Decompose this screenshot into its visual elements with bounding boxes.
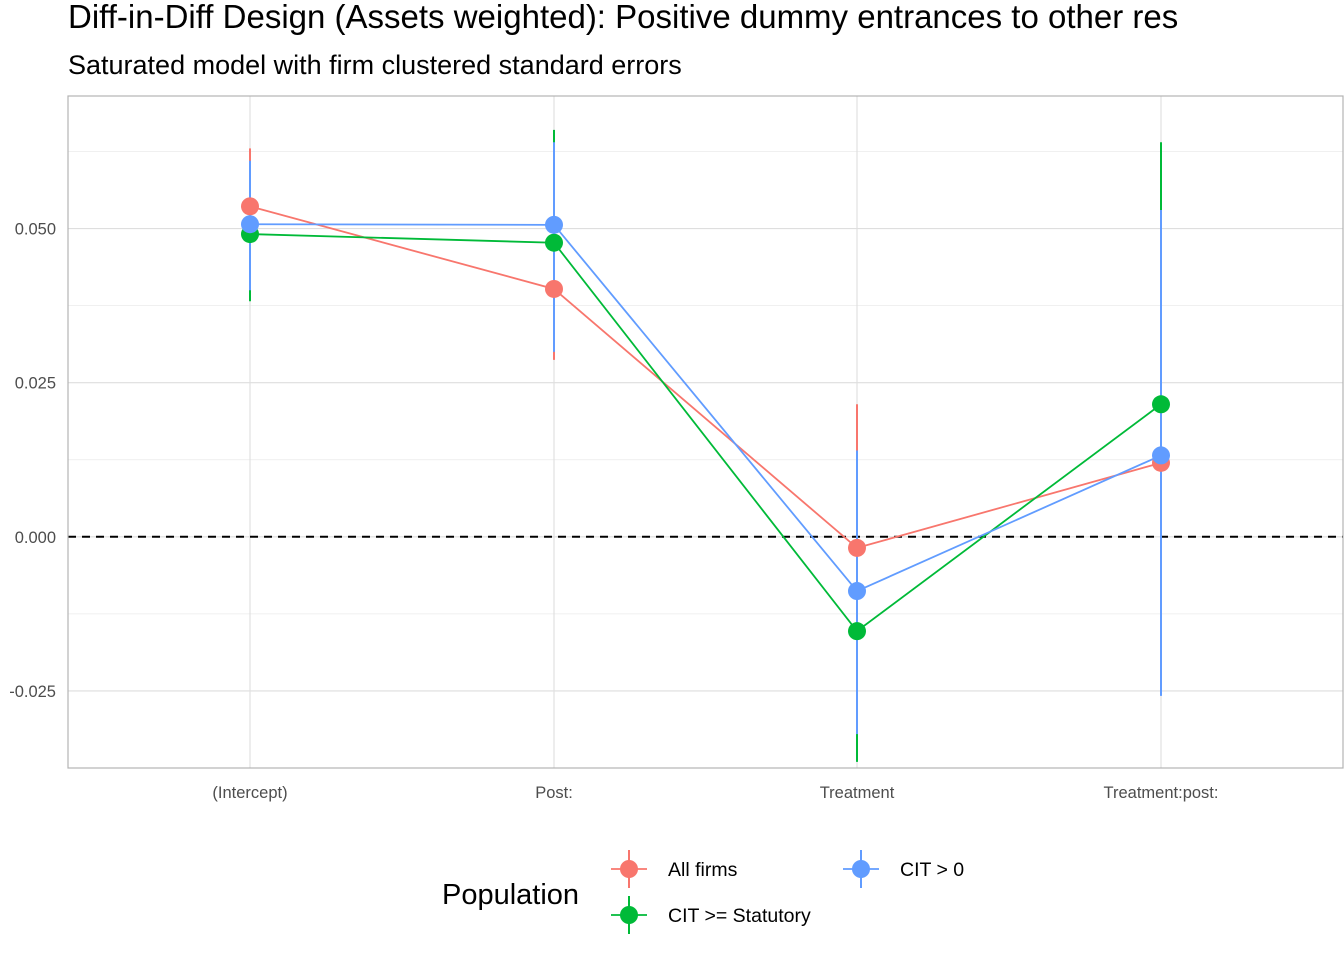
y-tick-label: 0.025 xyxy=(15,375,56,393)
y-axis: 0.050 0.025 0.000 -0.025 xyxy=(9,221,56,701)
legend-key-all-firms xyxy=(611,850,647,888)
y-tick-label: 0.000 xyxy=(15,529,56,547)
data-point-all-firms xyxy=(848,538,866,557)
data-point-cit-0 xyxy=(545,215,563,234)
legend-key-cit-statutory xyxy=(611,896,647,934)
panel-border xyxy=(67,95,1344,769)
legend-key-point xyxy=(620,906,638,924)
legend-key-point xyxy=(852,860,870,878)
y-tick-label: 0.050 xyxy=(15,221,56,239)
legend-label-cit-statutory: CIT >= Statutory xyxy=(668,905,811,927)
series-line-cit-statutory xyxy=(249,233,1162,633)
legend-label-all-firms: All firms xyxy=(668,859,738,881)
gridlines xyxy=(68,96,1343,769)
x-axis: (Intercept) Post: Treatment Treatment:post: xyxy=(212,784,1218,802)
legend-key-point xyxy=(620,860,638,878)
data-point-all-firms xyxy=(241,197,259,216)
data-point-cit-0 xyxy=(241,215,259,234)
legend-key-cit-0 xyxy=(843,850,879,888)
series-line-all-firms xyxy=(249,205,1162,549)
chart-subtitle: Saturated model with firm clustered stan… xyxy=(68,50,682,80)
x-tick-label: Treatment:post: xyxy=(1104,784,1219,802)
data-point-cit-statutory xyxy=(1152,395,1170,414)
legend-title: Population xyxy=(442,879,579,911)
data-point-cit-0 xyxy=(848,582,866,601)
x-tick-label: Treatment xyxy=(820,784,895,802)
series-line-cit-0 xyxy=(249,223,1162,593)
data-point-cit-statutory xyxy=(545,233,563,252)
y-tick-label: -0.025 xyxy=(9,683,56,701)
legend-label-cit-0: CIT > 0 xyxy=(900,859,964,881)
x-tick-label: (Intercept) xyxy=(212,784,287,802)
legend: All firms CIT >= Statutory CIT > 0 xyxy=(611,850,964,934)
x-tick-label: Post: xyxy=(535,784,573,802)
chart-title: Diff-in-Diff Design (Assets weighted): P… xyxy=(68,0,1178,35)
data-point-cit-statutory xyxy=(848,622,866,641)
data-point-cit-0 xyxy=(1152,446,1170,465)
series-layer xyxy=(241,129,1170,762)
data-point-all-firms xyxy=(545,279,563,298)
